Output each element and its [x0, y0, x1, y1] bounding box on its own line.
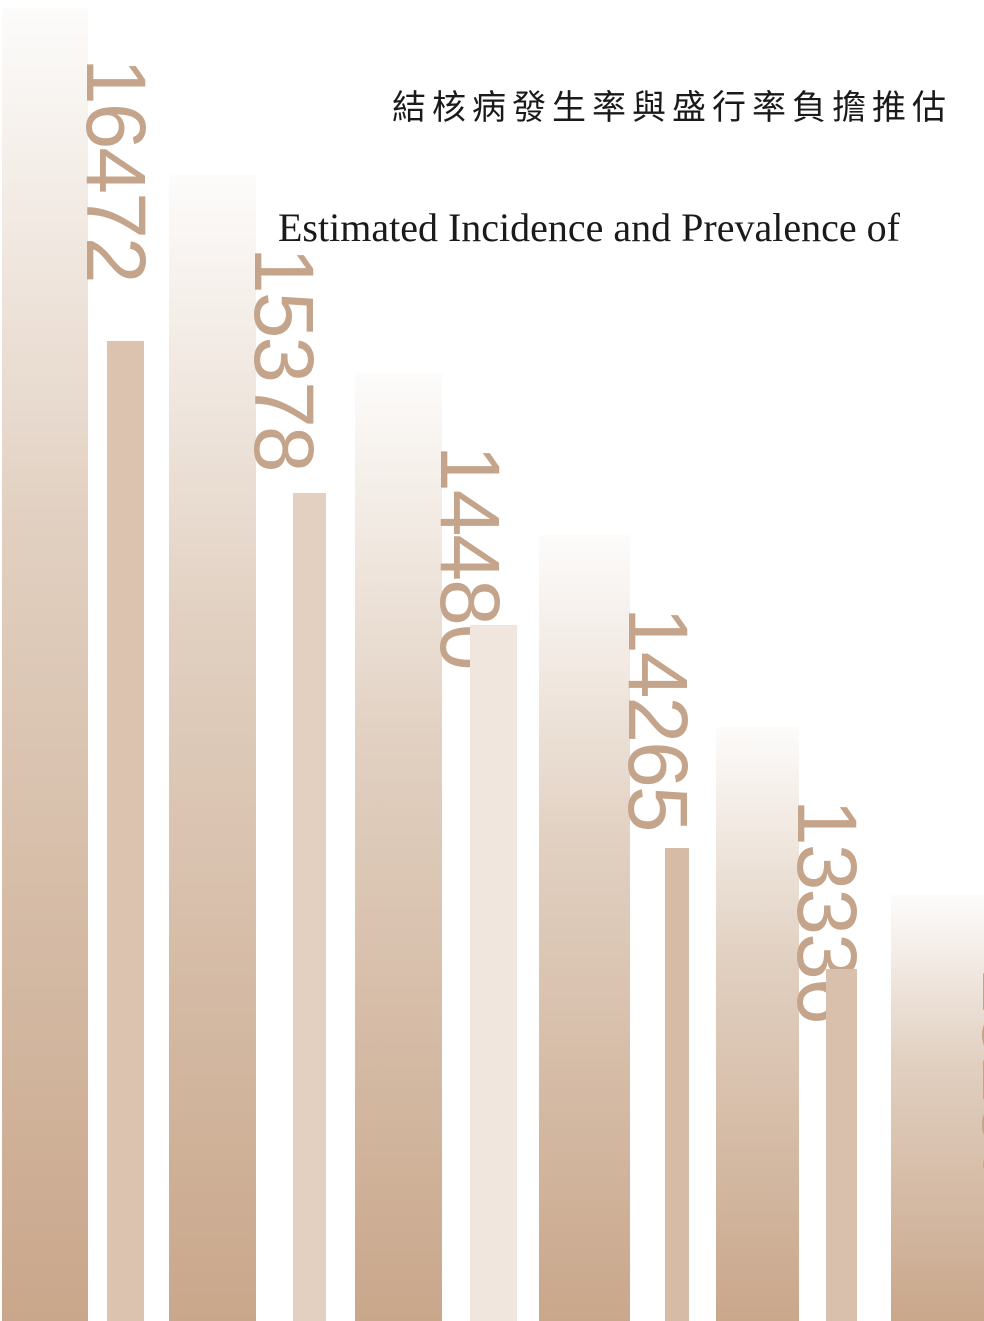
bar-thin	[665, 848, 689, 1321]
bar-wide: 13336	[716, 727, 874, 1321]
bar-wide: 13237	[891, 895, 984, 1321]
bar-wide: 15378	[169, 175, 331, 1321]
bar-value-label: 14265	[611, 607, 705, 831]
bar-thin	[293, 493, 326, 1321]
bar-value-label: 13237	[965, 967, 984, 1191]
bar-thin	[470, 625, 517, 1321]
bar-value-label: 15378	[237, 247, 331, 471]
bar-wide: 14265	[539, 535, 705, 1321]
bar-thin	[826, 969, 857, 1321]
bar-thin	[107, 341, 144, 1321]
title-chinese: 結核病發生率與盛行率負擔推估	[392, 88, 952, 128]
bar-wide: 16472	[2, 8, 163, 1321]
bar-wide: 14480	[355, 373, 517, 1321]
title-english: Estimated Incidence and Prevalence of	[278, 205, 900, 250]
bar-value-label: 16472	[69, 58, 163, 282]
